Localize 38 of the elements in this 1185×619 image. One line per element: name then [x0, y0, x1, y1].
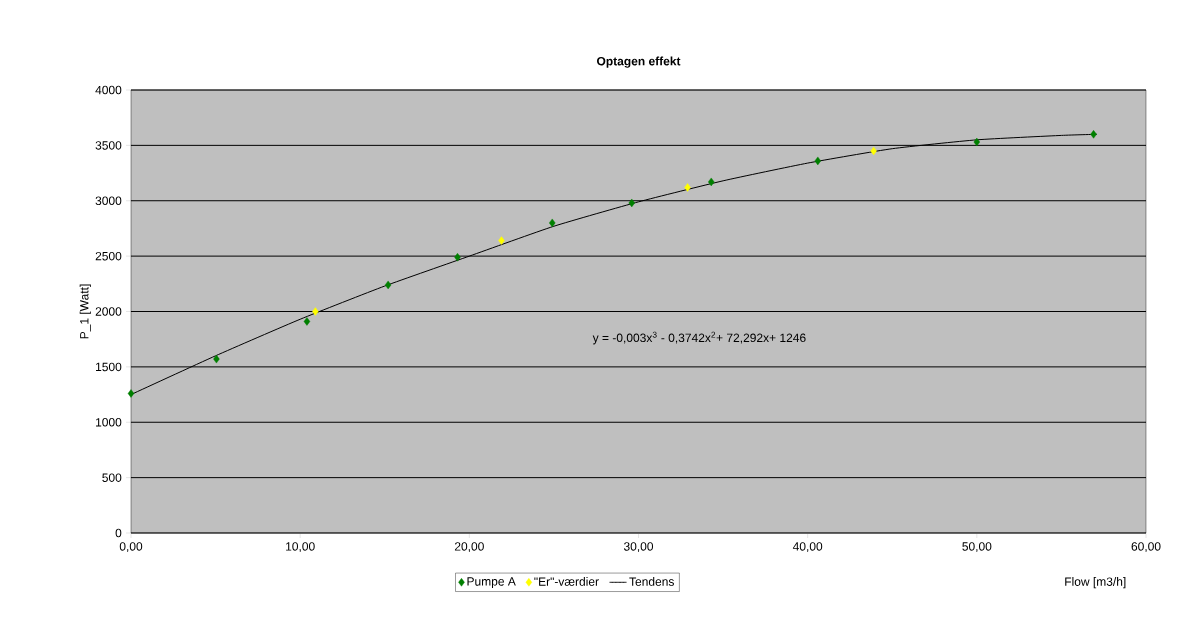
x-tick-label: 10,00 [286, 542, 315, 553]
y-axis-title: P_1 [Watt] [79, 284, 91, 339]
point [312, 307, 319, 316]
legend-label: "Er"-værdier [534, 577, 599, 586]
y-tick-label: 3000 [95, 196, 122, 205]
chart-title: Optagen effekt [597, 56, 681, 68]
point [498, 236, 505, 245]
point [213, 354, 220, 364]
point [454, 253, 461, 262]
x-tick-label: 50,00 [962, 542, 992, 553]
x-axis-title: Flow [m3/h] [1065, 577, 1126, 589]
point [973, 137, 981, 147]
point [708, 177, 715, 187]
point [814, 156, 822, 166]
y-tick-label: 2000 [95, 307, 122, 316]
y-tick-label: 0 [115, 528, 122, 538]
point [127, 389, 135, 398]
y-tick-label: 4000 [95, 85, 122, 95]
point [549, 218, 556, 228]
point [384, 280, 392, 290]
x-tick-label: 40,00 [792, 542, 823, 553]
y-tick-label: 500 [102, 473, 122, 482]
x-tick-label: 0,00 [119, 542, 143, 553]
x-tick-label: 30,00 [623, 542, 654, 553]
x-tick-label: 60,00 [1131, 542, 1161, 553]
y-tick-label: 1500 [96, 362, 122, 372]
x-tick-label: 20,00 [454, 542, 484, 553]
point [870, 146, 877, 156]
legend-label: Tendens [629, 577, 674, 586]
legend-label: Pumpe A [467, 577, 516, 589]
y-tick-label: 2500 [95, 251, 122, 261]
annotation: y = -0,003x$^{3}$ - 0,3742x$^{2}$+ 72,292x+ 1246 [592, 331, 806, 345]
point [628, 198, 635, 208]
point [303, 317, 311, 326]
y-tick-label: 3500 [95, 141, 122, 150]
point [1090, 130, 1097, 139]
point [684, 183, 691, 192]
y-tick-label: 1000 [96, 418, 122, 427]
